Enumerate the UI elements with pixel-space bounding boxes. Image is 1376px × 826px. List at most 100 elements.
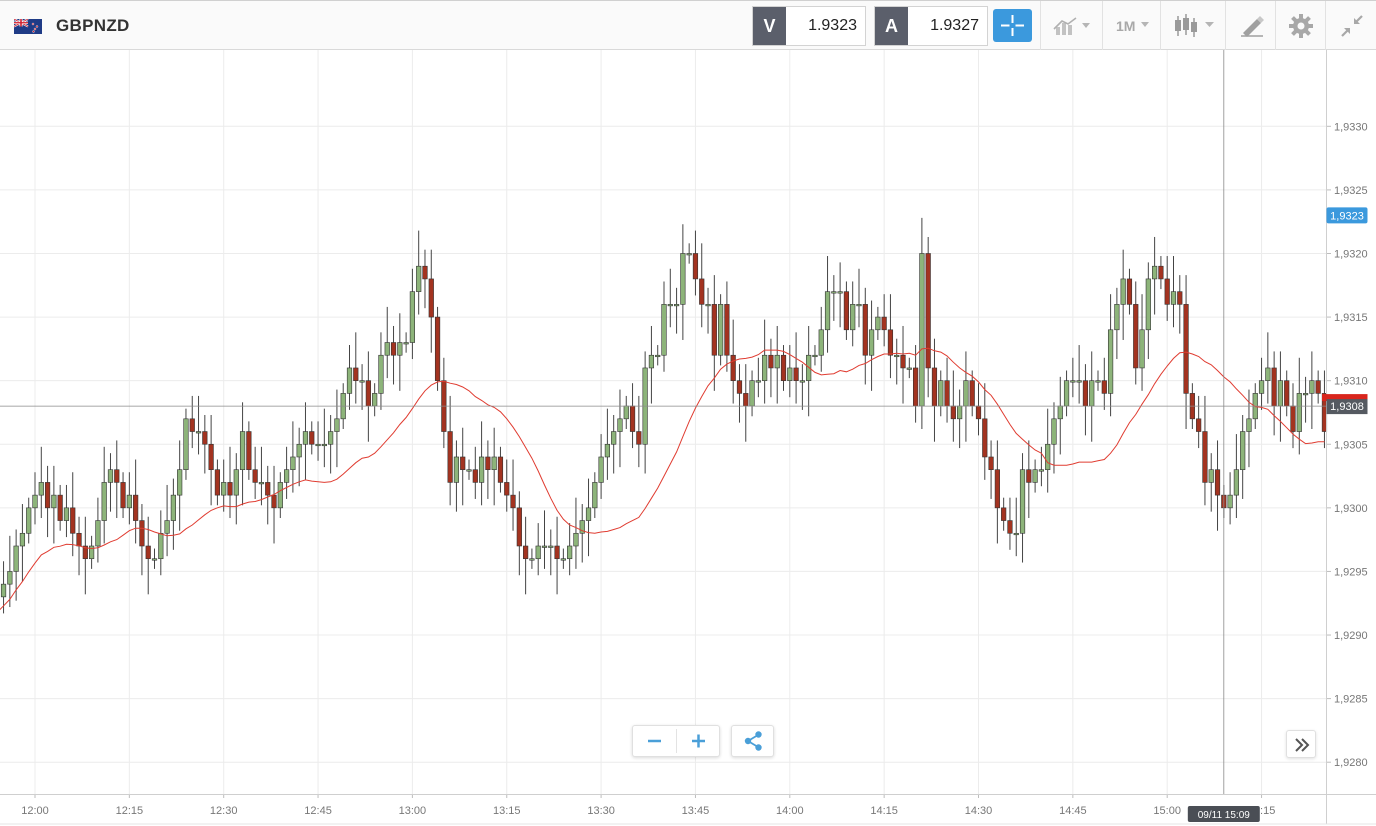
candle-body-down — [1202, 431, 1208, 483]
collapse-button[interactable] — [1325, 1, 1376, 51]
candle-body-up — [1277, 380, 1284, 407]
candle — [334, 389, 340, 468]
x-tick-label: 13:45 — [682, 805, 710, 817]
price-axis[interactable]: 1,9330 1,9325 1,9320 1,9315 1,9310 1,9305 1,93… — [1326, 50, 1368, 824]
candle — [982, 383, 988, 480]
candle — [1114, 287, 1120, 360]
candle-body-up — [718, 304, 724, 356]
candle-body-up — [170, 494, 176, 521]
candle — [57, 484, 63, 531]
candle-body-up — [0, 583, 7, 598]
ask-value: 1.9327 — [930, 17, 979, 34]
candle — [831, 275, 837, 321]
candle — [585, 478, 592, 557]
candle-body-up — [548, 545, 554, 548]
y-tick-label: 1,9305 — [1334, 439, 1368, 451]
candle-body-down — [994, 469, 1000, 509]
candle-body-down — [692, 253, 699, 280]
candle-body-up — [894, 354, 900, 358]
candle-body-up — [101, 482, 107, 521]
candle — [724, 281, 730, 372]
zoom-in-button[interactable] — [677, 726, 720, 756]
share-button[interactable] — [731, 725, 774, 757]
candle-body-up — [938, 380, 944, 407]
candle — [466, 459, 472, 480]
candle — [202, 415, 208, 474]
candle — [32, 472, 38, 525]
candle — [868, 300, 875, 391]
candle — [1214, 440, 1221, 531]
zoom-out-button[interactable] — [633, 726, 676, 756]
candle — [1309, 351, 1315, 429]
candle-body-down — [516, 507, 522, 547]
candle-body-up — [1038, 469, 1044, 472]
candle-body-up — [397, 342, 403, 356]
bid-price-button[interactable]: V 1.9323 — [752, 6, 866, 46]
candle — [133, 459, 139, 544]
y-tick-label: 1,9330 — [1334, 121, 1368, 133]
candle-body-up — [51, 494, 57, 509]
candle — [560, 548, 566, 569]
candle-body-down — [982, 418, 988, 458]
candle — [315, 421, 321, 461]
candle-body-up — [686, 253, 692, 256]
candle-body-up — [95, 520, 101, 547]
candle-body-up — [799, 380, 805, 383]
candle-body-down — [1133, 304, 1139, 369]
settings-button[interactable] — [1275, 1, 1325, 51]
candle-body-down — [1290, 405, 1296, 432]
candle — [195, 395, 202, 455]
candle-body-down — [944, 380, 950, 407]
candle-body-up — [774, 354, 780, 369]
candle-body-up — [290, 456, 296, 470]
candle — [283, 446, 290, 499]
instrument-symbol: GBPNZD — [56, 16, 130, 35]
collapse-icon — [1341, 15, 1363, 37]
candle-body-down — [636, 431, 642, 445]
candle-body-up — [177, 469, 183, 496]
candle-body-up — [868, 329, 875, 356]
price-chart[interactable]: 1,93301,93251,93201,93151,93101,93051,93… — [0, 50, 1376, 826]
candle — [573, 497, 579, 569]
chart-type-dropdown[interactable] — [1160, 1, 1225, 51]
candle — [1152, 236, 1158, 315]
time-axis[interactable]: 12:00 12:15 12:30 12:45 13:00 13:15 13:30 13:45… — [0, 794, 1376, 825]
candle-body-up — [277, 482, 283, 509]
plus-icon — [692, 734, 705, 748]
candle-body-up — [334, 418, 340, 432]
y-tick-label: 1,9300 — [1334, 503, 1368, 515]
candle-body-up — [535, 545, 541, 560]
candle-body-down — [1026, 469, 1032, 483]
candle — [1045, 408, 1051, 493]
candle-body-up — [598, 456, 604, 483]
chart-grid — [0, 50, 1326, 794]
candle-body-up — [755, 380, 761, 383]
current-price-label: 1,9323 — [1330, 210, 1364, 222]
candle-body-down — [900, 354, 906, 369]
timeframe-dropdown[interactable]: 1M — [1102, 1, 1160, 51]
candle-body-up — [680, 253, 686, 305]
candle — [837, 262, 843, 328]
candle — [359, 364, 365, 410]
candle — [667, 268, 673, 328]
candle-body-up — [1240, 431, 1246, 470]
candle — [183, 408, 189, 480]
ask-price-button[interactable]: A 1.9327 — [874, 6, 988, 46]
candlestick-icon — [1175, 14, 1214, 37]
x-tick-label: 13:15 — [493, 805, 521, 817]
crosshair-button[interactable] — [993, 9, 1032, 42]
drawing-tools-button[interactable] — [1225, 1, 1275, 51]
candle — [214, 459, 221, 506]
candle-body-up — [1246, 418, 1252, 432]
candle — [63, 484, 70, 538]
candle-body-up — [151, 558, 158, 561]
bid-value: 1.9323 — [808, 17, 857, 34]
x-tick-label: 14:15 — [870, 805, 898, 817]
scroll-forward-button[interactable] — [1286, 730, 1316, 758]
candle-body-up — [315, 443, 321, 447]
indicators-button[interactable] — [1040, 1, 1102, 51]
candle-body-up — [1258, 380, 1265, 394]
crosshair-lines — [0, 50, 1326, 794]
crosshair-time-label: 09/11 15:09 — [1198, 810, 1251, 821]
candle — [139, 504, 145, 576]
